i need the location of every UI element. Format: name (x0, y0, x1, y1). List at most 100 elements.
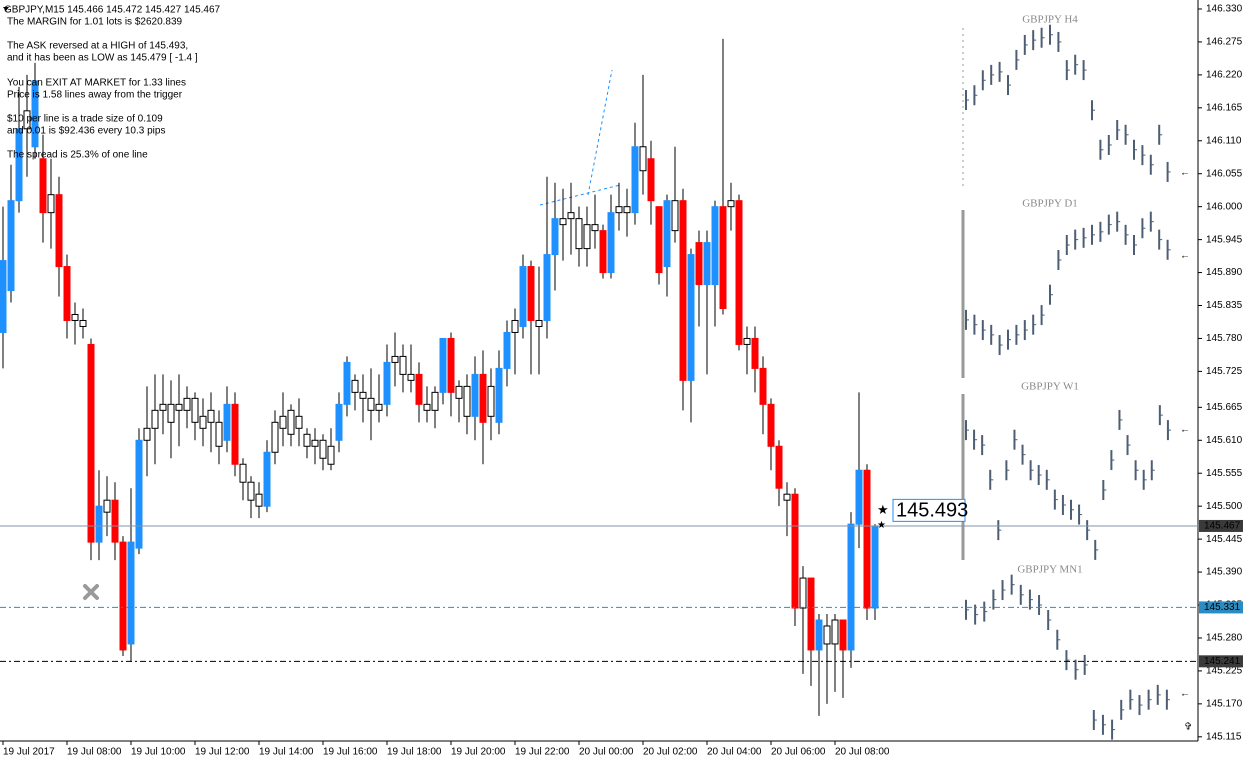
star: ★ (877, 520, 886, 531)
candle-body (551, 218, 559, 256)
y-tick-label: 146.275 (1206, 37, 1243, 48)
candles (0, 38, 879, 716)
candle-body (135, 439, 143, 549)
x-tick-label: 20 Jul 04:00 (707, 747, 762, 758)
chart-title: GBPJPY,M15 145.466 145.472 145.427 145.4… (4, 5, 221, 16)
candle-body (791, 493, 799, 609)
candle-body (455, 385, 463, 399)
scroll-icon[interactable]: ✞ (1184, 722, 1192, 733)
candle-body (759, 367, 767, 405)
candle-body (631, 146, 639, 214)
candle-body (383, 361, 391, 405)
y-tick-label: 145.725 (1206, 366, 1243, 377)
candle-body (671, 200, 679, 232)
y-tick-label: 145.665 (1206, 402, 1243, 413)
candle-body (351, 379, 359, 393)
candle-body (831, 619, 839, 645)
candle-body (63, 266, 71, 321)
price-annotation-box (892, 498, 966, 522)
mini-title: GBPJPY MN1 (1017, 564, 1082, 576)
candle-body (695, 242, 703, 286)
candle-body (223, 403, 231, 441)
x-tick-label: 20 Jul 00:00 (579, 747, 634, 758)
candle-body (15, 128, 23, 202)
candle-body (7, 200, 15, 292)
candle-body (559, 218, 567, 226)
candle-body (0, 260, 7, 333)
candle-body (119, 541, 127, 651)
candle-body (23, 110, 31, 130)
candle-body (343, 361, 351, 405)
price-label: 145.331 (1204, 602, 1241, 613)
dropdown-icon[interactable] (3, 7, 9, 11)
candle-body (151, 409, 159, 429)
candle-body (839, 619, 847, 651)
candle-body (431, 391, 439, 411)
candle-body (463, 385, 471, 417)
candle-body (175, 403, 183, 411)
y-tick-label: 145.555 (1206, 468, 1243, 479)
price-annotation: 145.493 (896, 500, 968, 522)
candle-body (87, 343, 95, 543)
y-tick-label: 145.890 (1206, 267, 1243, 278)
candle-body (527, 266, 535, 321)
candle-body (423, 403, 431, 411)
y-tick-label: 145.780 (1206, 333, 1243, 344)
candle-body (471, 373, 479, 417)
x-tick-label: 20 Jul 08:00 (835, 747, 890, 758)
candle-body (823, 625, 831, 645)
candle-body (391, 355, 399, 363)
price-label-box (1199, 655, 1243, 668)
candle-body (207, 409, 215, 423)
candle-body (815, 619, 823, 651)
candle-body (847, 523, 855, 651)
candle-body (39, 158, 47, 214)
x-tick-label: 19 Jul 16:00 (323, 747, 378, 758)
candle-body (127, 541, 135, 645)
candle-body (231, 403, 239, 465)
candle-body (439, 337, 447, 393)
candle-body (663, 200, 671, 268)
candle-body (647, 158, 655, 202)
x-tick-label: 19 Jul 22:00 (515, 747, 570, 758)
candle-body (511, 319, 519, 333)
x-tick-label: 19 Jul 10:00 (131, 747, 186, 758)
arrow: ← (1180, 689, 1190, 700)
x-tick-label: 19 Jul 08:00 (67, 747, 122, 758)
candle-body (415, 373, 423, 405)
mini-title: GBPJPY W1 (1021, 381, 1079, 393)
candle-body (487, 385, 495, 417)
y-tick-label: 145.835 (1206, 300, 1243, 311)
candle-body (807, 577, 815, 651)
x-tick-label: 19 Jul 18:00 (387, 747, 442, 758)
candle-body (751, 337, 759, 369)
candle-body (47, 194, 55, 214)
candle-body (287, 409, 295, 435)
trend-line (539, 184, 621, 206)
candle-body (407, 373, 415, 381)
x-tick-label: 20 Jul 06:00 (771, 747, 826, 758)
candle-body (55, 194, 63, 268)
candle-body (855, 469, 863, 525)
x-tick-label: 19 Jul 2017 (3, 747, 55, 758)
arrow: ← (1180, 168, 1190, 179)
candle-body (79, 319, 87, 327)
y-tick-label: 146.330 (1206, 4, 1243, 15)
candle-body (863, 469, 871, 609)
candle-body (359, 391, 367, 399)
candle-body (591, 224, 599, 232)
info-line: and it has been as LOW as 145.479 [ -1.4… (7, 53, 198, 64)
candle-body (607, 212, 615, 274)
y-tick-label: 146.110 (1206, 135, 1242, 146)
candle-body (367, 397, 375, 411)
candle-body (263, 451, 271, 507)
x-tick-label: 19 Jul 20:00 (451, 747, 506, 758)
y-tick-label: 145.280 (1206, 633, 1243, 644)
candle-body (679, 200, 687, 381)
candle-body (71, 313, 79, 321)
candle-body (599, 230, 607, 274)
x-tick-label: 19 Jul 14:00 (259, 747, 314, 758)
y-tick-label: 145.390 (1206, 567, 1243, 578)
